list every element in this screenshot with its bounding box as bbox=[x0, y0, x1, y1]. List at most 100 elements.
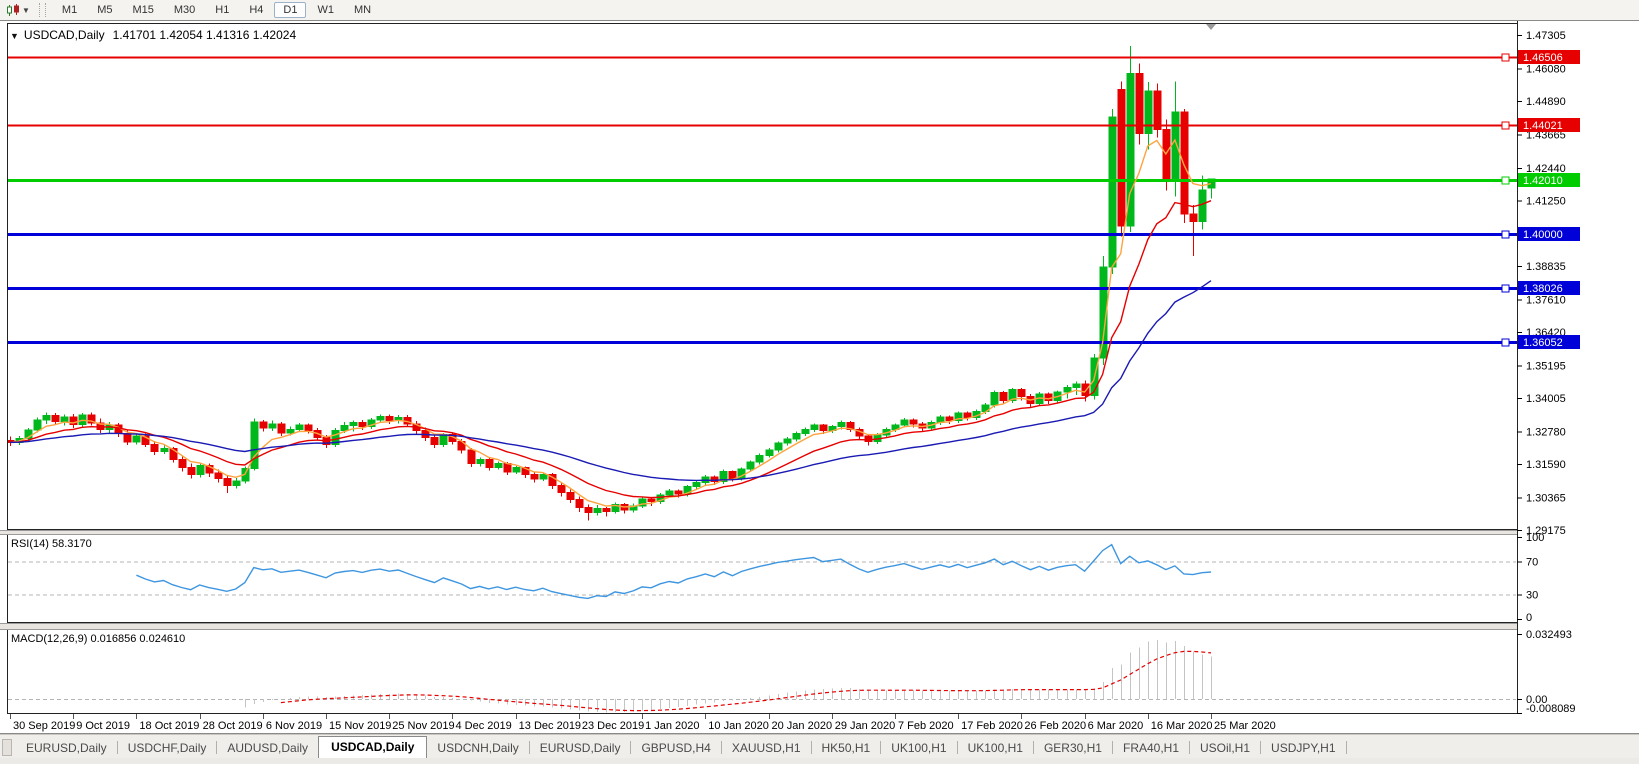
date-label: 23 Dec 2019 bbox=[582, 720, 644, 732]
tab-separator bbox=[880, 741, 882, 754]
chevron-down-icon[interactable]: ▼ bbox=[22, 5, 30, 15]
timeframe-button-M30[interactable]: M30 bbox=[173, 4, 196, 16]
chart-tab-FRA40-H1[interactable]: FRA40,H1 bbox=[1122, 741, 1180, 755]
macd-indicator-label: MACD(12,26,9) 0.016856 0.024610 bbox=[11, 633, 186, 645]
chart-window: ▼ USDCAD,Daily 1.41701 1.42054 1.41316 1.4… bbox=[0, 20, 1639, 734]
chart-tab-AUDUSD-Daily[interactable]: AUDUSD,Daily bbox=[227, 741, 309, 755]
svg-text:1.40000: 1.40000 bbox=[1523, 229, 1563, 241]
chart-tab-UK100-H1[interactable]: UK100,H1 bbox=[967, 741, 1023, 755]
macd-signal-line bbox=[280, 650, 1212, 712]
horizontal-line-1.44021[interactable] bbox=[8, 121, 1517, 130]
date-label: 1 Jan 2020 bbox=[645, 720, 699, 732]
date-label: 29 Jan 2020 bbox=[835, 720, 896, 732]
date-label: 20 Jan 2020 bbox=[772, 720, 833, 732]
timeframe-button-W1[interactable]: W1 bbox=[317, 4, 334, 16]
date-label: 10 Jan 2020 bbox=[708, 720, 769, 732]
chart-tab-USDCHF-Daily[interactable]: USDCHF,Daily bbox=[127, 741, 207, 755]
date-label: 28 Oct 2019 bbox=[203, 720, 263, 732]
horizontal-line-1.46506[interactable] bbox=[8, 53, 1517, 62]
macd-panel bbox=[8, 640, 1516, 713]
ma-slow-line bbox=[9, 280, 1212, 482]
tab-separator bbox=[216, 741, 218, 754]
tab-separator bbox=[1189, 741, 1191, 754]
chart-tab-GER30-H1[interactable]: GER30,H1 bbox=[1043, 741, 1102, 755]
timeframe-button-D1[interactable]: D1 bbox=[274, 2, 307, 18]
price-tick-label: 1.46080 bbox=[1526, 63, 1566, 75]
macd-tick-label: -0.008089 bbox=[1526, 703, 1576, 715]
price-tick-label: 1.38835 bbox=[1526, 261, 1566, 273]
horizontal-line-1.36052[interactable] bbox=[8, 338, 1517, 347]
price-tick-label: 1.30365 bbox=[1526, 492, 1566, 504]
date-axis[interactable]: 30 Sep 2019 9 Oct 2019 18 Oct 2019 28 Oct 2… bbox=[10, 714, 1276, 732]
tab-separator bbox=[1032, 741, 1034, 754]
chart-tab-EURUSD-Daily[interactable]: EURUSD,Daily bbox=[539, 741, 621, 755]
timeframe-button-MN[interactable]: MN bbox=[353, 4, 372, 16]
macd-tick-label: 0.032493 bbox=[1526, 629, 1572, 641]
chart-tab-USDCNH-Daily[interactable]: USDCNH,Daily bbox=[437, 741, 519, 755]
candlestick-glyph bbox=[7, 3, 19, 16]
timeframe-buttons: M1 M5 M15 M30 H1 H4 D1 W1 MN bbox=[52, 2, 381, 18]
candles-layer bbox=[8, 45, 1216, 521]
horizontal-line-1.38026[interactable] bbox=[8, 284, 1517, 293]
horizontal-line-1.40000[interactable] bbox=[8, 230, 1517, 239]
date-label: 9 Oct 2019 bbox=[76, 720, 130, 732]
chart-tab-USOil-H1[interactable]: USOil,H1 bbox=[1200, 741, 1251, 755]
date-label: 6 Nov 2019 bbox=[266, 720, 322, 732]
date-label: 6 Mar 2020 bbox=[1088, 720, 1144, 732]
tab-separator bbox=[720, 741, 722, 754]
price-tick-label: 1.29175 bbox=[1526, 525, 1566, 537]
date-label: 26 Feb 2020 bbox=[1024, 720, 1086, 732]
timeframe-button-H1[interactable]: H1 bbox=[215, 4, 230, 16]
chart-tab-UK100-H1[interactable]: UK100,H1 bbox=[891, 741, 947, 755]
candlestick-chart-icon[interactable]: ▼ bbox=[3, 3, 33, 18]
chart-shift-marker bbox=[1206, 24, 1216, 30]
svg-text:1.44021: 1.44021 bbox=[1523, 120, 1563, 132]
chart-tab-HK50-H1[interactable]: HK50,H1 bbox=[821, 741, 871, 755]
tab-separator bbox=[1111, 741, 1113, 754]
tab-separator bbox=[956, 741, 958, 754]
chart-canvas[interactable]: 1.47305 1.46080 1.44890 1.43665 1.42440 1.412… bbox=[0, 21, 1639, 733]
price-tick-label: 1.41250 bbox=[1526, 195, 1566, 207]
chart-ohlc-values: 1.41701 1.42054 1.41316 1.42024 bbox=[112, 28, 297, 42]
tabbar-grip bbox=[2, 739, 12, 756]
chart-tab-USDCAD-Daily[interactable]: USDCAD,Daily bbox=[318, 736, 428, 759]
price-tick-label: 1.37610 bbox=[1526, 295, 1566, 307]
timeframe-button-M15[interactable]: M15 bbox=[132, 4, 154, 16]
horizontal-line-1.42010[interactable] bbox=[8, 176, 1517, 185]
rsi-tick-label: 0 bbox=[1526, 612, 1532, 624]
svg-text:1.36052: 1.36052 bbox=[1523, 337, 1563, 349]
status-bar bbox=[0, 758, 1639, 764]
timeframe-button-H4[interactable]: H4 bbox=[249, 4, 264, 16]
rsi-tick-label: 30 bbox=[1526, 589, 1538, 601]
date-label: 18 Oct 2019 bbox=[139, 720, 199, 732]
price-tick-label: 1.31590 bbox=[1526, 459, 1566, 471]
price-scale[interactable]: 1.47305 1.46080 1.44890 1.43665 1.42440 1.412… bbox=[1517, 21, 1639, 715]
chart-tab-EURUSD-Daily[interactable]: EURUSD,Daily bbox=[26, 741, 107, 755]
horizontal-lines-layer[interactable] bbox=[8, 53, 1517, 347]
date-label: 4 Dec 2019 bbox=[455, 720, 511, 732]
rsi-tick-label: 70 bbox=[1526, 557, 1538, 569]
chart-tab-USDJPY-H1[interactable]: USDJPY,H1 bbox=[1271, 741, 1336, 755]
price-badge-1.46506: 1.46506 bbox=[1518, 50, 1580, 64]
chart-tab-XAUUSD-H1[interactable]: XAUUSD,H1 bbox=[731, 741, 801, 755]
price-badge-1.36052: 1.36052 bbox=[1518, 335, 1580, 349]
macd-histogram bbox=[245, 640, 1212, 713]
date-label: 15 Nov 2019 bbox=[329, 720, 391, 732]
price-tick-label: 1.47305 bbox=[1526, 30, 1566, 42]
chart-tab-GBPUSD-H4[interactable]: GBPUSD,H4 bbox=[641, 741, 711, 755]
tab-separator bbox=[630, 741, 632, 754]
ma-mid-line bbox=[9, 200, 1212, 499]
collapse-icon[interactable]: ▼ bbox=[10, 31, 19, 41]
chart-tab-bar: EURUSD,Daily USDCHF,Daily AUDUSD,Daily USDC… bbox=[0, 734, 1639, 759]
price-badge-1.40000: 1.40000 bbox=[1518, 227, 1580, 241]
tab-separator bbox=[528, 741, 530, 754]
price-tick-label: 1.32780 bbox=[1526, 427, 1566, 439]
timeframe-button-M5[interactable]: M5 bbox=[97, 4, 113, 16]
tab-separator bbox=[1260, 741, 1262, 754]
top-toolbar: ▼ M1 M5 M15 M30 H1 H4 D1 W1 MN bbox=[0, 0, 1639, 21]
timeframe-button-M1[interactable]: M1 bbox=[61, 4, 78, 16]
price-tick-label: 1.34005 bbox=[1526, 393, 1566, 405]
rsi-indicator-label: RSI(14) 58.3170 bbox=[11, 538, 92, 550]
rsi-panel bbox=[8, 543, 1516, 600]
price-tick-label: 1.42440 bbox=[1526, 163, 1566, 175]
